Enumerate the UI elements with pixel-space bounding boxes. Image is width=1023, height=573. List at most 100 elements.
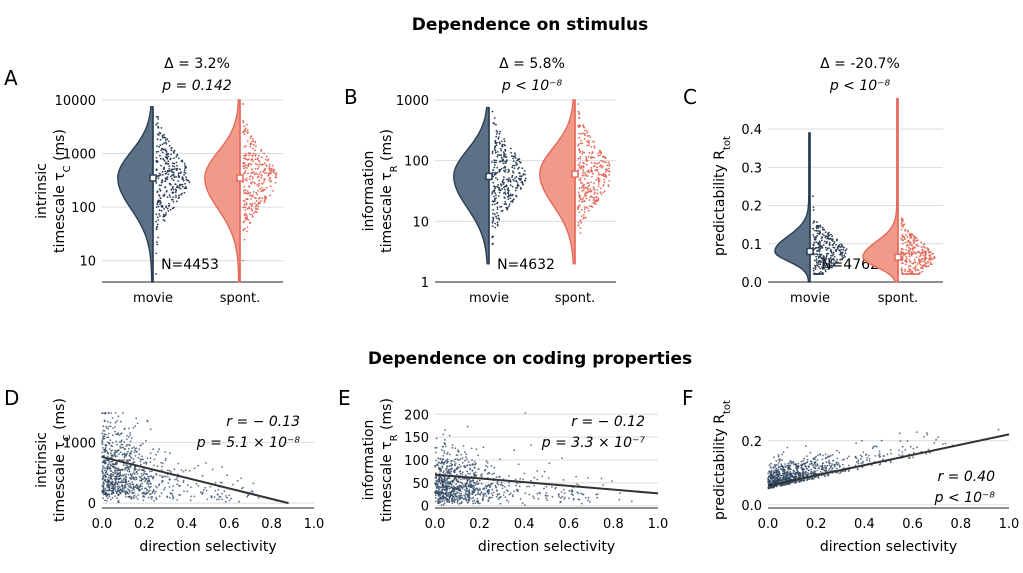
scatter-point (451, 480, 453, 482)
strip-dot (592, 172, 594, 175)
strip-dot (494, 173, 497, 176)
strip-dot (506, 159, 508, 162)
scatter-point (784, 477, 787, 480)
scatter-point (861, 466, 863, 469)
violin-movie (117, 105, 154, 283)
strip-dot (578, 211, 581, 214)
scatter-point (465, 456, 467, 459)
scatter-point (859, 458, 862, 460)
strip-dot (495, 133, 498, 135)
scatter-point (241, 487, 243, 490)
scatter-point (219, 481, 222, 484)
scatter-point (183, 490, 185, 493)
scatter-point (814, 467, 817, 470)
strip-dot (492, 190, 495, 192)
scatter-point (154, 472, 157, 475)
strip-dot (925, 265, 928, 268)
strip-dot (823, 240, 826, 243)
scatter-point (499, 502, 502, 505)
strip-dot (933, 255, 936, 258)
strip-dot (264, 188, 266, 191)
scatter-point (466, 464, 469, 466)
strip-dot (160, 184, 163, 187)
strip-dot (824, 246, 827, 249)
scatter-point (783, 470, 786, 473)
scatter-point (102, 477, 105, 479)
strip-dot (914, 269, 917, 272)
strip-dot (588, 151, 591, 154)
scatter-point (109, 476, 112, 479)
strip-dot (578, 194, 581, 196)
strip-dot (583, 178, 586, 180)
scatter-point (886, 453, 889, 456)
scatter-point (161, 475, 164, 477)
strip-dot (508, 205, 510, 208)
strip-dot (589, 190, 591, 193)
strip-dot (263, 162, 266, 165)
scatter-point (448, 501, 451, 503)
strip-dot (178, 176, 181, 179)
scatter-point (103, 430, 106, 432)
strip-dot (245, 202, 248, 204)
scatter-point (767, 472, 769, 475)
strip-dot (249, 137, 252, 140)
strip-dot (256, 158, 259, 161)
scatter-point (830, 464, 833, 467)
strip-dot (921, 265, 924, 268)
scatter-point (439, 458, 442, 460)
strip-dot (183, 191, 186, 194)
scatter-point (457, 451, 460, 453)
strip-dot (175, 156, 178, 158)
strip-dot (904, 252, 907, 255)
strip-dot (579, 150, 582, 153)
scatter-point (123, 428, 126, 431)
strip-dot (497, 217, 500, 220)
y-tick-label: 10 (79, 255, 96, 270)
scatter-point (445, 462, 448, 464)
x-tick-label: 0.6 (219, 517, 240, 532)
strip-dot (491, 236, 494, 239)
strip-dot (593, 165, 596, 167)
scatter-point (501, 487, 504, 490)
scatter-point (793, 470, 796, 472)
scatter-point (132, 426, 135, 429)
strip-dot (908, 249, 911, 252)
strip-dot (608, 180, 611, 182)
scatter-point (251, 490, 254, 493)
scatter-point (134, 425, 137, 428)
strip-dot (822, 255, 825, 257)
strip-dot (589, 181, 592, 184)
strip-dot (921, 260, 924, 263)
scatter-point (487, 490, 489, 493)
strip-dot (242, 120, 244, 122)
scatter-point (777, 475, 780, 478)
scatter-point (812, 457, 815, 460)
strip-dot (515, 194, 517, 197)
strip-dot (491, 161, 493, 163)
scatter-point (933, 442, 936, 444)
strip-dot (585, 163, 588, 166)
scatter-point (796, 467, 799, 470)
strip-dot (155, 181, 158, 184)
scatter-point (453, 492, 456, 495)
strip-dot (495, 161, 497, 164)
strip-dot (253, 181, 256, 184)
strip-dot (907, 270, 909, 273)
strip-dot (159, 189, 162, 192)
scatter-point (218, 498, 220, 501)
scatter-point (561, 495, 564, 498)
scatter-point (125, 473, 128, 476)
scatter-point (153, 499, 155, 502)
strip-dot (580, 215, 583, 218)
strip-dot (812, 234, 815, 236)
strip-dot (590, 161, 593, 164)
scatter-point (777, 462, 780, 464)
scatter-point (112, 454, 115, 457)
strip-dot (166, 207, 169, 210)
scatter-point (137, 488, 140, 491)
scatter-point (123, 484, 126, 487)
scatter-point (442, 458, 445, 460)
strip-dot (906, 252, 908, 254)
scatter-point (132, 461, 135, 464)
scatter-point (164, 475, 167, 478)
